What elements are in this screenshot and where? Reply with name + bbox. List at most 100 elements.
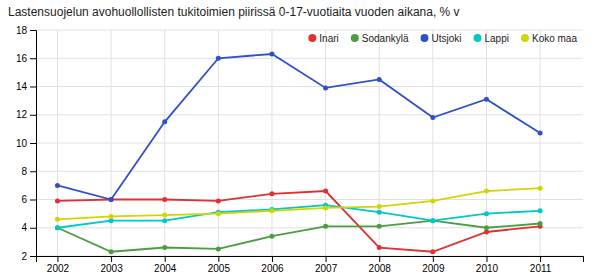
grid-line	[486, 30, 487, 256]
point	[484, 97, 489, 102]
series-line	[57, 188, 540, 219]
point	[484, 211, 489, 216]
y-axis-tick-mark	[30, 143, 36, 144]
point	[109, 249, 114, 254]
legend-item: Lappi	[474, 33, 509, 44]
point	[109, 214, 114, 219]
y-axis-tick-mark	[30, 171, 36, 172]
x-axis-tick: 2004	[154, 256, 177, 274]
legend-swatch	[308, 34, 316, 42]
grid-line	[218, 30, 219, 256]
point	[323, 189, 328, 194]
point	[162, 197, 167, 202]
x-axis-tick-mark	[57, 256, 58, 262]
x-axis-tick-mark	[111, 256, 112, 262]
point	[430, 218, 435, 223]
point	[55, 183, 60, 188]
grid-line	[36, 171, 583, 172]
legend-item: Inari	[308, 33, 338, 44]
series	[55, 189, 543, 255]
grid-line	[379, 30, 380, 256]
grid-line	[325, 30, 326, 256]
y-axis-tick: 12	[16, 109, 36, 120]
y-axis-tick-mark	[30, 87, 36, 88]
y-axis-tick: 2	[21, 251, 36, 262]
point	[109, 197, 114, 202]
y-axis-tick: 6	[21, 194, 36, 205]
x-axis-tick-label: 2006	[261, 263, 284, 274]
x-axis-tick-label: 2010	[476, 263, 499, 274]
point	[430, 198, 435, 203]
y-axis-tick-label: 14	[16, 81, 28, 92]
grid-line	[57, 30, 58, 256]
legend-label: Utsjoki	[431, 33, 461, 44]
point	[269, 191, 274, 196]
point	[269, 234, 274, 239]
x-axis-tick-mark	[272, 256, 273, 262]
y-axis-tick-mark	[30, 228, 36, 229]
x-axis-tick-label: 2007	[315, 263, 338, 274]
y-axis-line	[30, 31, 37, 257]
grid-line	[36, 58, 583, 59]
point	[216, 198, 221, 203]
point	[538, 208, 543, 213]
y-axis-tick-label: 12	[16, 109, 28, 120]
grid-line	[36, 30, 583, 31]
grid	[36, 30, 583, 256]
point	[538, 186, 543, 191]
grid-line	[36, 86, 583, 87]
point	[377, 245, 382, 250]
x-axis-tick-mark	[379, 256, 380, 262]
x-axis-tick: 2003	[100, 256, 123, 274]
y-axis-tick-label: 8	[21, 166, 27, 177]
y-axis-tick-label: 6	[21, 194, 27, 205]
x-axis: 2002200320042005200620072008200920102011	[37, 256, 584, 274]
legend-label: Lappi	[485, 33, 509, 44]
point	[55, 217, 60, 222]
point	[377, 210, 382, 215]
x-axis-line	[37, 257, 584, 263]
legend: InariSodankyläUtsjokiLappiKoko maa	[308, 33, 577, 44]
marks	[55, 52, 543, 255]
point	[430, 249, 435, 254]
y-axis-tick: 8	[21, 166, 36, 177]
point	[430, 115, 435, 120]
point	[55, 198, 60, 203]
legend-swatch	[420, 34, 428, 42]
x-axis-tick: 2006	[261, 256, 284, 274]
series-line	[57, 54, 540, 199]
x-axis-tick: 2009	[422, 256, 445, 274]
y-axis-tick: 4	[21, 222, 36, 233]
series	[55, 218, 543, 254]
y-axis-tick-label: 10	[16, 138, 28, 149]
point	[55, 225, 60, 230]
legend-swatch	[521, 34, 529, 42]
point	[269, 208, 274, 213]
title: Lastensuojelun avohuollollisten tukitoim…	[8, 5, 460, 19]
x-axis-tick-label: 2002	[47, 263, 70, 274]
grid-line	[36, 143, 583, 144]
legend-swatch	[351, 34, 359, 42]
series	[55, 52, 543, 202]
x-axis-tick: 2008	[369, 256, 392, 274]
point	[162, 245, 167, 250]
point	[55, 225, 60, 230]
legend-label: Inari	[319, 33, 338, 44]
series-line	[57, 191, 540, 252]
x-axis-tick-label: 2011	[530, 263, 552, 274]
point	[484, 225, 489, 230]
point	[538, 131, 543, 136]
x-axis-tick: 2002	[47, 256, 70, 274]
x-axis-tick: 2007	[315, 256, 338, 274]
legend-label: Sodankylä	[362, 33, 409, 44]
point	[162, 119, 167, 124]
point	[538, 221, 543, 226]
series	[55, 186, 543, 222]
y-axis-tick: 10	[16, 138, 36, 149]
x-axis-tick-label: 2004	[154, 263, 177, 274]
x-axis-tick: 2011	[530, 256, 552, 274]
x-axis-tick-label: 2003	[100, 263, 123, 274]
point	[377, 224, 382, 229]
point	[323, 224, 328, 229]
point	[162, 213, 167, 218]
